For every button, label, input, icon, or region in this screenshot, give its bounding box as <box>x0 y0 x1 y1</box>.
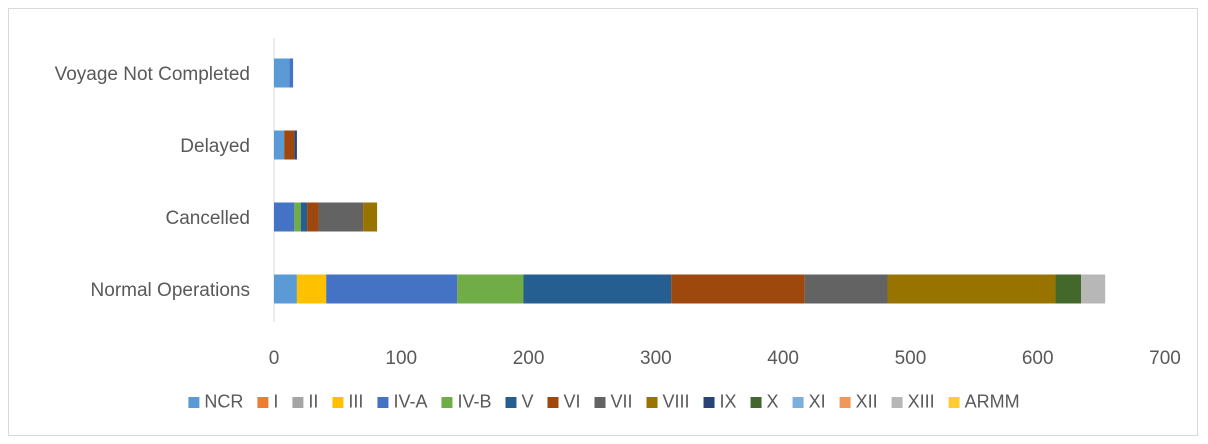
bar-segment <box>671 274 805 304</box>
x-tick-label: 600 <box>1022 348 1054 369</box>
bar-segment <box>274 58 290 88</box>
legend-swatch <box>891 397 903 408</box>
legend-swatch <box>547 397 559 408</box>
legend-label: III <box>348 392 363 412</box>
bar-segment <box>307 202 319 232</box>
bar-segment <box>274 274 297 304</box>
x-tick-label: 200 <box>513 348 545 369</box>
bar-segment <box>1055 274 1081 304</box>
category-label: Delayed <box>180 136 250 157</box>
bar-segment <box>274 202 295 232</box>
legend-label: II <box>308 392 318 412</box>
legend-swatch <box>594 397 606 408</box>
bar-segment <box>284 130 295 160</box>
legend-label: XIII <box>908 392 935 412</box>
legend-label: X <box>767 392 779 412</box>
bar-segment <box>300 202 308 232</box>
x-tick-label: 0 <box>269 348 280 369</box>
legend-label: IV-A <box>393 392 427 412</box>
legend-label: V <box>521 392 533 412</box>
bar-segment <box>294 202 301 232</box>
x-tick-label: 300 <box>640 348 672 369</box>
legend-swatch <box>188 397 200 408</box>
legend-label: I <box>273 392 278 412</box>
bar-segment <box>457 274 524 304</box>
x-tick-label: 400 <box>767 348 799 369</box>
bar-segment <box>1080 274 1106 304</box>
legend-label: XI <box>809 392 826 412</box>
bar-segment <box>523 274 672 304</box>
legend-swatch <box>646 397 658 408</box>
legend-label: ARMM <box>965 392 1020 412</box>
legend-label: VII <box>611 392 633 412</box>
legend-swatch <box>505 397 517 408</box>
legend-label: XII <box>856 392 878 412</box>
bar-segment <box>296 274 327 304</box>
bar-segment <box>326 274 458 304</box>
legend-swatch <box>332 397 344 408</box>
legend-swatch <box>839 397 851 408</box>
legend-swatch <box>792 397 804 408</box>
legend-label: VI <box>563 392 580 412</box>
legend-swatch <box>948 397 960 408</box>
bar-segment <box>887 274 1056 304</box>
bar-segment <box>804 274 888 304</box>
legend-swatch <box>703 397 715 408</box>
legend-swatch <box>441 397 453 408</box>
legend-swatch <box>292 397 304 408</box>
x-tick-label: 500 <box>895 348 927 369</box>
x-tick-label: 100 <box>385 348 417 369</box>
bar-segment <box>363 202 378 232</box>
legend-label: VIII <box>663 392 690 412</box>
category-label: Cancelled <box>166 208 251 229</box>
legend-label: IV-B <box>457 392 491 412</box>
chart-frame <box>8 8 1198 436</box>
bar-segment <box>294 130 297 160</box>
legend-swatch <box>750 397 762 408</box>
legend-label: NCR <box>204 392 243 412</box>
x-tick-label: 700 <box>1149 348 1181 369</box>
bar-segment <box>289 58 294 88</box>
category-label: Normal Operations <box>91 280 250 301</box>
bar-segment <box>318 202 364 232</box>
legend-swatch <box>377 397 389 408</box>
bar-segment <box>274 130 285 160</box>
legend-swatch <box>257 397 269 408</box>
category-label: Voyage Not Completed <box>55 64 250 85</box>
legend-label: IX <box>720 392 737 412</box>
